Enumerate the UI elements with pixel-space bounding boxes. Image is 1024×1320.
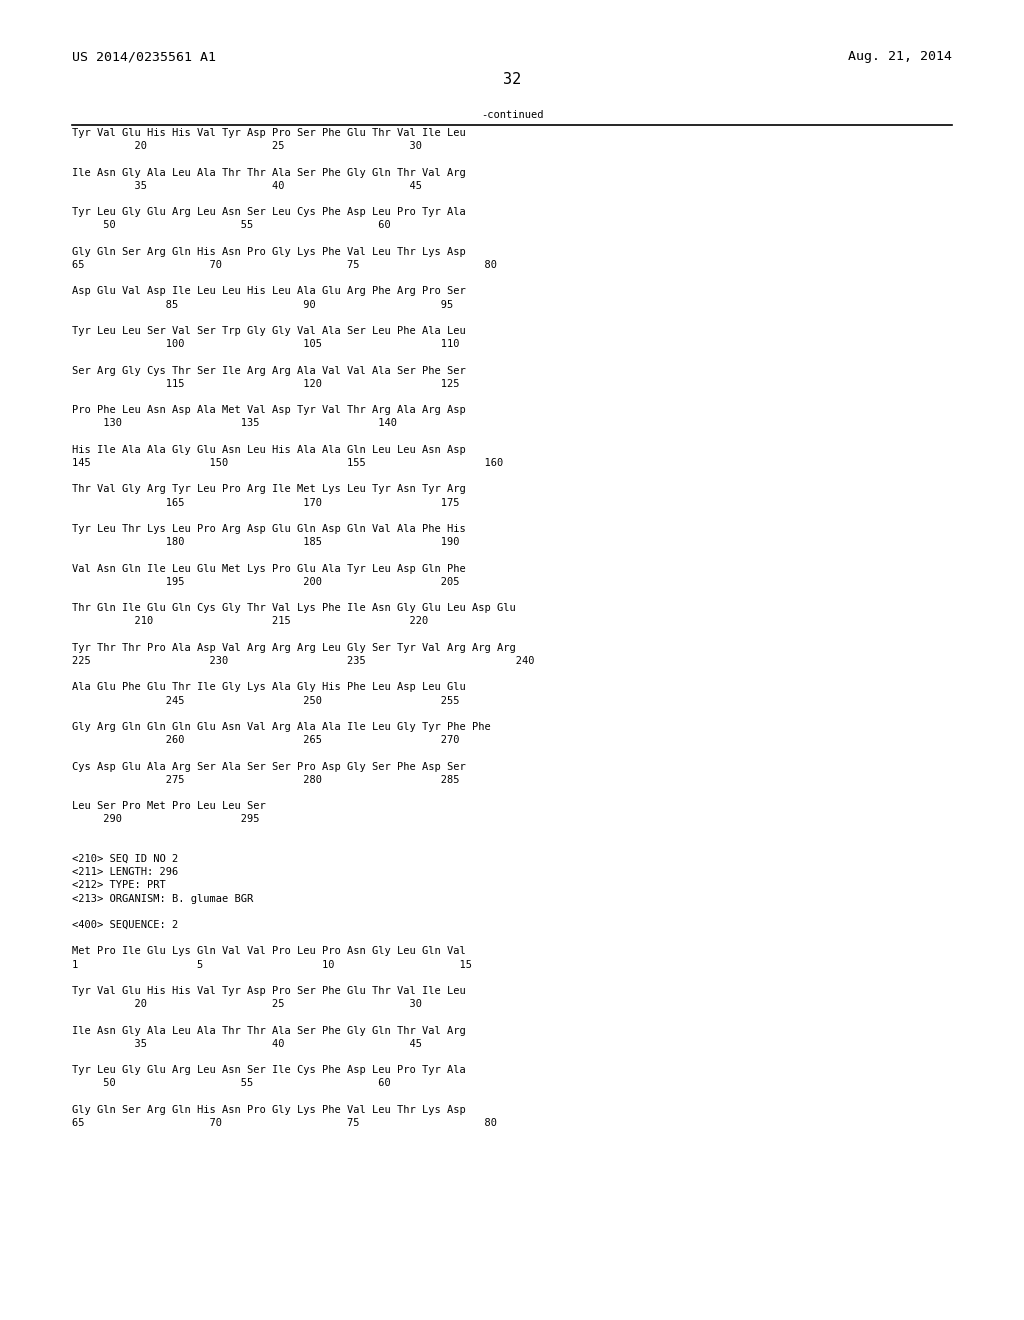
Text: <212> TYPE: PRT: <212> TYPE: PRT [72, 880, 166, 891]
Text: <211> LENGTH: 296: <211> LENGTH: 296 [72, 867, 178, 878]
Text: Tyr Thr Thr Pro Ala Asp Val Arg Arg Arg Leu Gly Ser Tyr Val Arg Arg Arg: Tyr Thr Thr Pro Ala Asp Val Arg Arg Arg … [72, 643, 516, 653]
Text: 165                   170                   175: 165 170 175 [72, 498, 460, 508]
Text: 35                    40                    45: 35 40 45 [72, 181, 422, 191]
Text: 20                    25                    30: 20 25 30 [72, 141, 422, 152]
Text: Tyr Leu Gly Glu Arg Leu Asn Ser Leu Cys Phe Asp Leu Pro Tyr Ala: Tyr Leu Gly Glu Arg Leu Asn Ser Leu Cys … [72, 207, 466, 218]
Text: Gly Arg Gln Gln Gln Glu Asn Val Arg Ala Ala Ile Leu Gly Tyr Phe Phe: Gly Arg Gln Gln Gln Glu Asn Val Arg Ala … [72, 722, 490, 733]
Text: 32: 32 [503, 73, 521, 87]
Text: Aug. 21, 2014: Aug. 21, 2014 [848, 50, 952, 63]
Text: 290                   295: 290 295 [72, 814, 259, 825]
Text: 145                   150                   155                   160: 145 150 155 160 [72, 458, 503, 469]
Text: 130                   135                   140: 130 135 140 [72, 418, 397, 429]
Text: Ile Asn Gly Ala Leu Ala Thr Thr Ala Ser Phe Gly Gln Thr Val Arg: Ile Asn Gly Ala Leu Ala Thr Thr Ala Ser … [72, 168, 466, 178]
Text: 65                    70                    75                    80: 65 70 75 80 [72, 1118, 497, 1129]
Text: Tyr Val Glu His His Val Tyr Asp Pro Ser Phe Glu Thr Val Ile Leu: Tyr Val Glu His His Val Tyr Asp Pro Ser … [72, 128, 466, 139]
Text: 180                   185                   190: 180 185 190 [72, 537, 460, 548]
Text: Gly Gln Ser Arg Gln His Asn Pro Gly Lys Phe Val Leu Thr Lys Asp: Gly Gln Ser Arg Gln His Asn Pro Gly Lys … [72, 247, 466, 257]
Text: <213> ORGANISM: B. glumae BGR: <213> ORGANISM: B. glumae BGR [72, 894, 253, 904]
Text: Ala Glu Phe Glu Thr Ile Gly Lys Ala Gly His Phe Leu Asp Leu Glu: Ala Glu Phe Glu Thr Ile Gly Lys Ala Gly … [72, 682, 466, 693]
Text: 35                    40                    45: 35 40 45 [72, 1039, 422, 1049]
Text: 225                   230                   235                        240: 225 230 235 240 [72, 656, 535, 667]
Text: Tyr Leu Leu Ser Val Ser Trp Gly Gly Val Ala Ser Leu Phe Ala Leu: Tyr Leu Leu Ser Val Ser Trp Gly Gly Val … [72, 326, 466, 337]
Text: 245                   250                   255: 245 250 255 [72, 696, 460, 706]
Text: Cys Asp Glu Ala Arg Ser Ala Ser Ser Pro Asp Gly Ser Phe Asp Ser: Cys Asp Glu Ala Arg Ser Ala Ser Ser Pro … [72, 762, 466, 772]
Text: Thr Gln Ile Glu Gln Cys Gly Thr Val Lys Phe Ile Asn Gly Glu Leu Asp Glu: Thr Gln Ile Glu Gln Cys Gly Thr Val Lys … [72, 603, 516, 614]
Text: Gly Gln Ser Arg Gln His Asn Pro Gly Lys Phe Val Leu Thr Lys Asp: Gly Gln Ser Arg Gln His Asn Pro Gly Lys … [72, 1105, 466, 1115]
Text: Pro Phe Leu Asn Asp Ala Met Val Asp Tyr Val Thr Arg Ala Arg Asp: Pro Phe Leu Asn Asp Ala Met Val Asp Tyr … [72, 405, 466, 416]
Text: 115                   120                   125: 115 120 125 [72, 379, 460, 389]
Text: -continued: -continued [480, 110, 544, 120]
Text: Tyr Val Glu His His Val Tyr Asp Pro Ser Phe Glu Thr Val Ile Leu: Tyr Val Glu His His Val Tyr Asp Pro Ser … [72, 986, 466, 997]
Text: Met Pro Ile Glu Lys Gln Val Val Pro Leu Pro Asn Gly Leu Gln Val: Met Pro Ile Glu Lys Gln Val Val Pro Leu … [72, 946, 466, 957]
Text: 275                   280                   285: 275 280 285 [72, 775, 460, 785]
Text: 50                    55                    60: 50 55 60 [72, 220, 391, 231]
Text: 1                   5                   10                    15: 1 5 10 15 [72, 960, 472, 970]
Text: Leu Ser Pro Met Pro Leu Leu Ser: Leu Ser Pro Met Pro Leu Leu Ser [72, 801, 266, 812]
Text: 260                   265                   270: 260 265 270 [72, 735, 460, 746]
Text: 50                    55                    60: 50 55 60 [72, 1078, 391, 1089]
Text: US 2014/0235561 A1: US 2014/0235561 A1 [72, 50, 216, 63]
Text: 210                   215                   220: 210 215 220 [72, 616, 428, 627]
Text: 85                    90                    95: 85 90 95 [72, 300, 454, 310]
Text: His Ile Ala Ala Gly Glu Asn Leu His Ala Ala Gln Leu Leu Asn Asp: His Ile Ala Ala Gly Glu Asn Leu His Ala … [72, 445, 466, 455]
Text: <400> SEQUENCE: 2: <400> SEQUENCE: 2 [72, 920, 178, 931]
Text: Thr Val Gly Arg Tyr Leu Pro Arg Ile Met Lys Leu Tyr Asn Tyr Arg: Thr Val Gly Arg Tyr Leu Pro Arg Ile Met … [72, 484, 466, 495]
Text: Ile Asn Gly Ala Leu Ala Thr Thr Ala Ser Phe Gly Gln Thr Val Arg: Ile Asn Gly Ala Leu Ala Thr Thr Ala Ser … [72, 1026, 466, 1036]
Text: Val Asn Gln Ile Leu Glu Met Lys Pro Glu Ala Tyr Leu Asp Gln Phe: Val Asn Gln Ile Leu Glu Met Lys Pro Glu … [72, 564, 466, 574]
Text: 20                    25                    30: 20 25 30 [72, 999, 422, 1010]
Text: 195                   200                   205: 195 200 205 [72, 577, 460, 587]
Text: 100                   105                   110: 100 105 110 [72, 339, 460, 350]
Text: Ser Arg Gly Cys Thr Ser Ile Arg Arg Ala Val Val Ala Ser Phe Ser: Ser Arg Gly Cys Thr Ser Ile Arg Arg Ala … [72, 366, 466, 376]
Text: <210> SEQ ID NO 2: <210> SEQ ID NO 2 [72, 854, 178, 865]
Text: Asp Glu Val Asp Ile Leu Leu His Leu Ala Glu Arg Phe Arg Pro Ser: Asp Glu Val Asp Ile Leu Leu His Leu Ala … [72, 286, 466, 297]
Text: 65                    70                    75                    80: 65 70 75 80 [72, 260, 497, 271]
Text: Tyr Leu Gly Glu Arg Leu Asn Ser Ile Cys Phe Asp Leu Pro Tyr Ala: Tyr Leu Gly Glu Arg Leu Asn Ser Ile Cys … [72, 1065, 466, 1076]
Text: Tyr Leu Thr Lys Leu Pro Arg Asp Glu Gln Asp Gln Val Ala Phe His: Tyr Leu Thr Lys Leu Pro Arg Asp Glu Gln … [72, 524, 466, 535]
